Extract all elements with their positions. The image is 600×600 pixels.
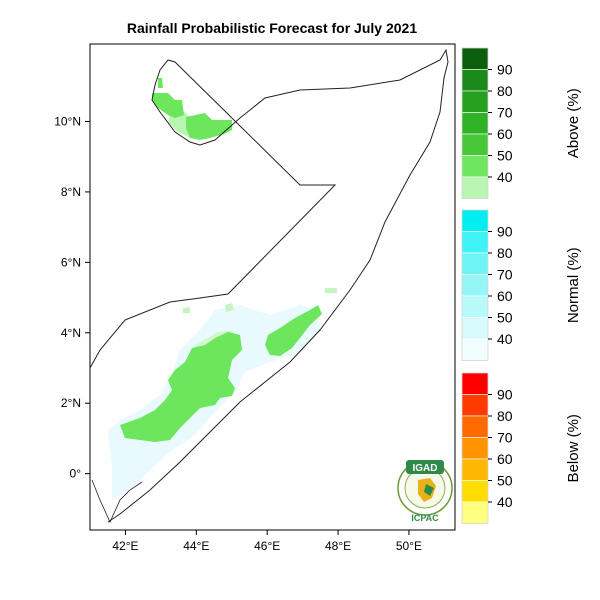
legend-label: 80 — [497, 245, 513, 261]
legend-color-swatch — [461, 480, 489, 503]
logo-region-icon — [424, 484, 434, 496]
legend-label: 50 — [497, 310, 513, 326]
map-panel: 10°N 8°N 6°N 4°N 2°N 0° 42°E 44°E 46°E 48°E 50°E — [54, 43, 456, 553]
legend-label: 40 — [497, 331, 513, 347]
legend-color-swatch — [461, 69, 489, 92]
above-40-patch-b — [183, 307, 190, 313]
legend-color-swatch — [461, 209, 489, 232]
legend-border — [461, 372, 489, 524]
legend-label: 90 — [497, 224, 513, 240]
above-50-area-south — [120, 332, 242, 442]
legend-color-swatch — [461, 458, 489, 481]
country-border — [89, 48, 449, 523]
lon-tick-label: 42°E — [112, 539, 138, 553]
legend-label: 80 — [497, 408, 513, 424]
legend-border — [461, 47, 489, 199]
legend-label: 70 — [497, 267, 513, 283]
legend-label: 60 — [497, 451, 513, 467]
legend-title: Normal (%) — [565, 247, 582, 323]
legend-label: 70 — [497, 105, 513, 121]
longitude-ticks: 42°E 44°E 46°E 48°E 50°E — [112, 530, 422, 553]
logo-bottom-text: ICPAC — [411, 513, 439, 523]
legend-label: 40 — [497, 169, 513, 185]
above-50-area-east — [265, 305, 322, 356]
lat-tick-label: 8°N — [61, 185, 81, 199]
logo-top-text: IGAD — [413, 463, 438, 474]
legend-color-swatch — [461, 133, 489, 156]
logo-top-banner — [406, 460, 444, 474]
above-50-area-north — [186, 113, 232, 140]
legend-color-swatch — [461, 90, 489, 113]
legend-label: 60 — [497, 288, 513, 304]
legend-label: 50 — [497, 148, 513, 164]
legend-title: Below (%) — [565, 414, 582, 482]
lon-tick-label: 44°E — [183, 539, 209, 553]
southern-coastline — [91, 479, 143, 523]
above-50-areas — [120, 78, 322, 442]
legend-title: Above (%) — [565, 88, 582, 158]
legend-label: 40 — [497, 494, 513, 510]
legend-label: 50 — [497, 473, 513, 489]
legend-color-swatch — [461, 415, 489, 438]
legend-color-swatch — [461, 47, 489, 70]
above-40-patch-c — [325, 288, 337, 293]
above-50-area-tip — [158, 78, 163, 88]
legend-color-swatch — [461, 295, 489, 318]
legend-panel: 90 80 70 60 50 40 Above (%) 90 80 70 60 50 40 Normal … — [461, 47, 582, 524]
legend-border — [461, 209, 489, 361]
legend-label: 70 — [497, 430, 513, 446]
legend-color-swatch — [461, 338, 489, 361]
lon-tick-label: 48°E — [325, 539, 351, 553]
lat-tick-label: 2°N — [61, 396, 81, 410]
legend-color-swatch — [461, 112, 489, 135]
above-50-area-northwest — [152, 93, 184, 118]
latitude-ticks: 10°N 8°N 6°N 4°N 2°N 0° — [54, 114, 90, 481]
lon-tick-label: 46°E — [254, 539, 280, 553]
figure-title: Rainfall Probabilistic Forecast for July… — [127, 20, 417, 36]
legend-color-swatch — [461, 317, 489, 340]
legend-label: 90 — [497, 387, 513, 403]
legend-color-swatch — [461, 252, 489, 275]
legend-label: 90 — [497, 62, 513, 78]
legend-below: 90 80 70 60 50 40 Below (%) — [461, 372, 582, 524]
lat-tick-label: 0° — [70, 467, 82, 481]
legend-color-swatch — [461, 155, 489, 178]
legend-color-swatch — [461, 437, 489, 460]
lat-tick-label: 6°N — [61, 255, 81, 269]
igad-icpac-logo: IGAD ICPAC — [397, 460, 453, 523]
above-40-patch-a — [225, 303, 234, 312]
legend-color-swatch — [461, 501, 489, 524]
legend-color-swatch — [461, 274, 489, 297]
legend-normal: 90 80 70 60 50 40 Normal (%) — [461, 209, 582, 361]
legend-color-swatch — [461, 394, 489, 417]
legend-color-swatch — [461, 372, 489, 395]
legend-color-swatch — [461, 231, 489, 254]
legend-above: 90 80 70 60 50 40 Above (%) — [461, 47, 582, 199]
legend-color-swatch — [461, 176, 489, 199]
lat-tick-label: 10°N — [54, 114, 81, 128]
lon-tick-label: 50°E — [396, 539, 422, 553]
legend-label: 80 — [497, 83, 513, 99]
lat-tick-label: 4°N — [61, 326, 81, 340]
legend-label: 60 — [497, 126, 513, 142]
